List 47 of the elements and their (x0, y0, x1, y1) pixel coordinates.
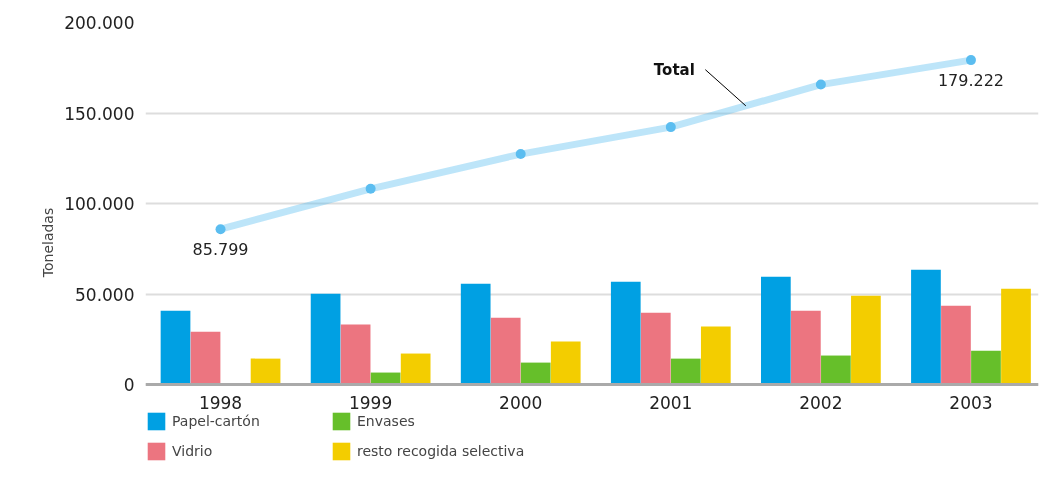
bar (640, 312, 671, 385)
legend-label: Envases (357, 413, 416, 429)
point (665, 122, 676, 133)
bar (310, 293, 341, 385)
bar (821, 355, 851, 385)
bar (700, 326, 731, 385)
bar (1001, 288, 1031, 385)
bar (791, 310, 821, 385)
legend-label: resto recogida selectiva (357, 443, 525, 459)
point (365, 183, 376, 194)
y-tick-label: 100.000 (64, 194, 135, 214)
x-tick-label: 2001 (649, 392, 693, 413)
bar (520, 362, 551, 385)
bar (670, 358, 701, 385)
x-tick-label: 1998 (198, 392, 243, 413)
x-tick-label: 2002 (799, 392, 843, 413)
bar (400, 353, 431, 385)
point (965, 55, 976, 66)
y-tick-label: 0 (123, 375, 135, 395)
bar (250, 358, 281, 385)
y-axis-title: Toneladas (40, 207, 57, 279)
point (815, 79, 826, 90)
text: Total (653, 60, 695, 79)
y-tick-label: 150.000 (64, 103, 135, 124)
y-tick-label: 200.000 (64, 13, 135, 33)
x-tick-label: 2000 (499, 392, 543, 413)
bar (550, 341, 581, 385)
bar (160, 310, 191, 385)
bar (460, 283, 491, 385)
bar (911, 269, 941, 385)
bar (340, 324, 371, 385)
bar (190, 331, 221, 385)
point (515, 149, 526, 160)
legend-label: Vidrio (172, 443, 214, 459)
bar (971, 350, 1001, 385)
bar (851, 295, 881, 385)
y-tick-label: 50.000 (75, 284, 135, 305)
bar (610, 281, 641, 385)
bar (490, 317, 521, 385)
data-label: 85.799 (192, 240, 249, 260)
legend-label: Papel-cartón (172, 413, 261, 429)
point (215, 224, 226, 235)
bar (760, 276, 791, 385)
x-tick-label: 1999 (348, 392, 393, 413)
data-label: 179.222 (937, 71, 1005, 91)
x-tick-label: 2003 (949, 392, 993, 413)
bar (941, 305, 971, 385)
